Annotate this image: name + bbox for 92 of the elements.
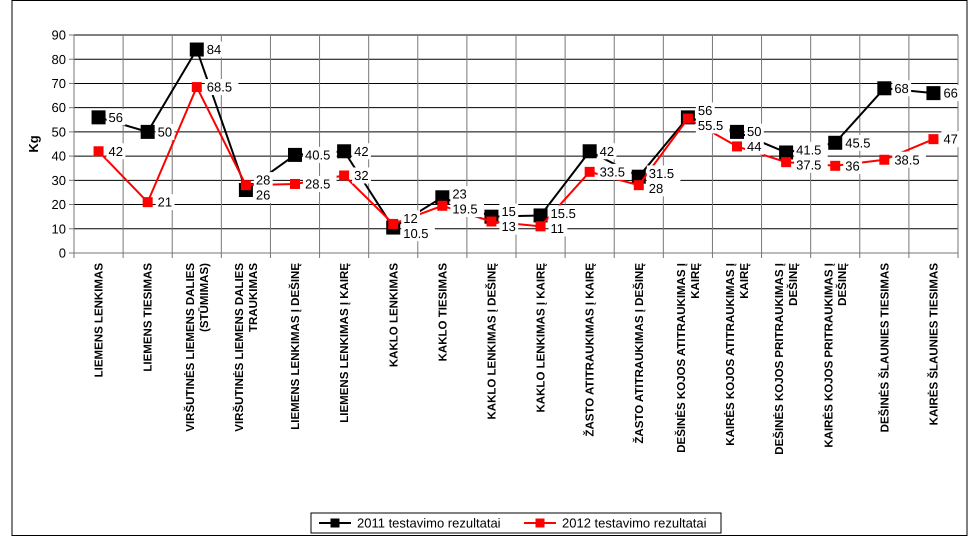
point	[634, 180, 644, 190]
point	[877, 81, 892, 96]
point	[584, 166, 595, 177]
y-tick-label: 10	[52, 221, 66, 236]
point	[437, 200, 448, 211]
x-tick-label: LIEMENS LENKIMAS Į KAIRĘ	[339, 262, 352, 423]
y-axis-title: Kg	[26, 135, 41, 153]
data-label: 40.5	[305, 147, 330, 162]
x-tick-label: KAKLO LENKIMAS	[388, 262, 400, 368]
x-tick-label: KAIRĖS ŠLAUNIES TIESIMAS	[926, 262, 940, 426]
data-label: 50	[747, 124, 762, 140]
point	[92, 110, 106, 124]
point	[928, 134, 938, 144]
data-label: 33.5	[600, 164, 625, 180]
data-label: 84	[206, 42, 222, 58]
data-label: 38.5	[894, 152, 920, 168]
point	[732, 141, 742, 152]
x-tick-label: DEŠINĖS ŠLAUNIES TIESIMAS	[877, 262, 892, 432]
point	[730, 124, 744, 139]
data-label: 26	[256, 188, 270, 203]
data-label: 68.5	[206, 80, 232, 95]
x-tick-label: DEŠINĖS KOJOS PRITRAUKIMAS Į DEŠINĘ	[772, 262, 800, 455]
point	[536, 221, 546, 232]
point	[140, 124, 155, 139]
y-tick-label: 70	[52, 76, 66, 91]
y-tick-label: 40	[52, 148, 66, 164]
point	[926, 86, 940, 100]
data-label: 28.5	[305, 176, 330, 192]
data-label: 42	[600, 144, 614, 159]
data-label: 23	[452, 186, 467, 202]
x-tick-label: LIEMENS TIESIMAS	[142, 262, 155, 372]
y-tick-label: 90	[52, 28, 66, 43]
x-tick-label: LIEMENS LENKIMAS	[94, 262, 106, 378]
data-label: 13	[501, 219, 516, 234]
point	[781, 157, 792, 168]
data-label: 19.5	[452, 202, 478, 217]
data-label: 50	[158, 124, 172, 140]
data-label: 31.5	[648, 166, 674, 181]
point	[534, 208, 548, 222]
point	[288, 148, 302, 162]
data-label: 10.5	[403, 226, 429, 241]
point	[192, 82, 202, 92]
x-tick-label: KAKLO LENKIMAS Į DEŠINĘ	[484, 262, 498, 420]
x-tick-label: LIEMENS LENKIMAS Į DEŠINĘ	[288, 262, 302, 430]
legend-label: 2012 testavimo rezultatai	[562, 516, 707, 531]
data-label: 41.5	[796, 142, 822, 158]
y-tick-label: 30	[52, 172, 66, 188]
data-label: 45.5	[845, 135, 871, 150]
y-tick-label: 0	[58, 246, 66, 261]
data-label: 56	[698, 103, 712, 118]
data-label: 11	[550, 220, 564, 236]
point	[879, 154, 890, 165]
legend-label: 2011 testavimo rezultatai	[357, 516, 501, 531]
data-label: 15	[501, 204, 516, 220]
data-label: 55.5	[698, 118, 724, 134]
y-tick-label: 50	[52, 124, 66, 140]
point	[190, 42, 204, 57]
data-label: 68	[894, 80, 909, 96]
point	[339, 170, 350, 180]
data-label: 21	[158, 194, 172, 210]
data-label: 15.5	[550, 206, 576, 221]
data-label: 36	[845, 158, 860, 174]
point	[828, 136, 842, 150]
data-label: 44	[747, 139, 762, 154]
x-tick-label: ŽASTO ATITRAUKIMAS Į DEŠINĘ	[632, 262, 646, 444]
point	[142, 197, 153, 208]
data-label: 28	[256, 172, 270, 188]
x-tick-label: VIRŠUTINĖS LIEMENS DALIES TRAUKIMAS	[232, 262, 260, 432]
x-tick-label: VIRŠUTINĖS LIEMENS DALIES (STŪMIMAS)	[182, 262, 211, 432]
point	[94, 146, 104, 156]
y-tick-label: 20	[52, 197, 66, 212]
x-tick-label: KAKLO LENKIMAS Į KAIRĘ	[536, 262, 548, 412]
y-tick-label: 80	[52, 52, 66, 67]
point	[582, 144, 597, 158]
point	[830, 160, 840, 171]
x-tick-label: ŽASTO ATITRAUKIMAS Į KAIRĘ	[582, 262, 597, 437]
data-label: 66	[943, 86, 958, 101]
point	[290, 178, 300, 189]
x-tick-label: KAIRĖS KOJOS PRITRAUKIMAS Į DEŠINĘ	[822, 262, 850, 448]
data-label: 56	[108, 110, 124, 125]
data-label: 28	[648, 180, 664, 196]
data-label: 37.5	[796, 157, 822, 172]
data-label: 42	[354, 144, 369, 159]
point	[337, 144, 352, 158]
x-tick-label: DEŠINĖS KOJOS ATITRAUKIMAS Į KAIRĘ	[674, 262, 702, 453]
x-tick-label: KAKLO TIESIMAS	[437, 262, 450, 362]
data-label: 32	[354, 168, 369, 184]
data-label: 12	[403, 210, 418, 226]
data-label: 47	[943, 132, 958, 147]
y-tick-label: 60	[52, 100, 66, 116]
data-label: 42	[108, 144, 124, 159]
x-tick-label: KAIRĖS KOJOS ATITRAUKIMAS Į KAIRĘ	[724, 262, 752, 446]
